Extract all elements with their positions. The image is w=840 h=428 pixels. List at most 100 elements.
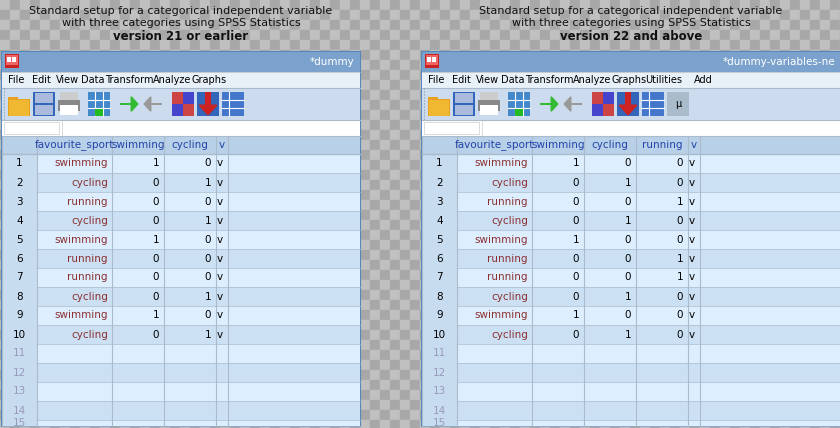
Bar — [350, 30, 360, 40]
Bar — [370, 410, 380, 420]
Bar — [800, 200, 810, 210]
Bar — [360, 320, 370, 330]
Bar — [260, 300, 270, 310]
Bar — [270, 370, 280, 380]
Bar — [190, 230, 200, 240]
Bar — [730, 40, 740, 50]
Bar — [220, 390, 230, 400]
Bar — [620, 170, 630, 180]
Bar — [330, 270, 340, 280]
Bar — [250, 110, 260, 120]
Bar — [140, 170, 150, 180]
Bar — [350, 310, 360, 320]
Bar — [700, 320, 710, 330]
Text: cycling: cycling — [491, 291, 528, 301]
Bar — [20, 10, 30, 20]
Bar — [310, 0, 320, 10]
Bar — [540, 400, 550, 410]
Bar — [140, 10, 150, 20]
Bar — [240, 150, 250, 160]
Bar — [140, 370, 150, 380]
Bar — [490, 180, 500, 190]
Bar — [670, 270, 680, 280]
Bar — [630, 230, 640, 240]
Bar — [810, 30, 820, 40]
Bar — [50, 40, 60, 50]
Bar — [780, 380, 790, 390]
Bar — [50, 220, 60, 230]
Bar — [180, 170, 190, 180]
Bar — [720, 180, 730, 190]
Bar — [820, 280, 830, 290]
Bar — [750, 80, 760, 90]
Bar — [650, 380, 660, 390]
Bar — [250, 390, 260, 400]
Bar — [40, 280, 50, 290]
Bar — [290, 150, 300, 160]
Bar — [360, 250, 370, 260]
Bar — [240, 320, 250, 330]
Bar — [580, 130, 590, 140]
Bar — [210, 250, 220, 260]
Bar — [70, 180, 80, 190]
Bar — [670, 110, 680, 120]
Bar — [680, 10, 690, 20]
Bar — [280, 130, 290, 140]
Bar — [820, 180, 830, 190]
Text: v: v — [691, 140, 697, 150]
Bar — [440, 190, 450, 200]
Bar — [0, 410, 10, 420]
Bar — [80, 300, 90, 310]
Text: 0: 0 — [676, 178, 683, 187]
Bar — [40, 150, 50, 160]
Bar — [130, 350, 140, 360]
Bar — [410, 410, 420, 420]
Bar — [720, 40, 730, 50]
Bar — [570, 310, 580, 320]
Bar — [422, 154, 840, 173]
Bar — [830, 310, 840, 320]
Bar — [540, 340, 550, 350]
Bar — [400, 280, 410, 290]
Bar — [40, 220, 50, 230]
Bar — [320, 190, 330, 200]
Bar — [100, 270, 110, 280]
Bar — [70, 340, 80, 350]
Bar — [510, 150, 520, 160]
Bar — [0, 100, 10, 110]
Bar — [210, 280, 220, 290]
Bar — [520, 260, 530, 270]
Bar — [490, 90, 500, 100]
Bar — [20, 390, 30, 400]
Bar — [290, 250, 300, 260]
Bar — [200, 40, 210, 50]
Bar — [630, 0, 640, 10]
Bar — [640, 270, 650, 280]
Bar — [70, 130, 80, 140]
Bar — [530, 300, 540, 310]
Bar — [830, 70, 840, 80]
Bar — [590, 120, 600, 130]
Bar — [420, 190, 430, 200]
Bar — [790, 190, 800, 200]
Bar — [800, 340, 810, 350]
Bar — [90, 70, 100, 80]
Bar — [100, 220, 110, 230]
Bar — [300, 360, 310, 370]
Bar — [270, 140, 280, 150]
Bar — [530, 290, 540, 300]
Bar — [620, 370, 630, 380]
Bar — [740, 80, 750, 90]
Bar — [20, 340, 30, 350]
Bar — [10, 50, 20, 60]
Bar — [240, 350, 250, 360]
Bar — [680, 50, 690, 60]
Bar — [410, 190, 420, 200]
Bar — [120, 260, 130, 270]
Bar — [620, 60, 630, 70]
Bar — [800, 420, 810, 428]
Bar — [410, 150, 420, 160]
Bar — [830, 180, 840, 190]
Bar — [10, 60, 20, 70]
Bar — [350, 190, 360, 200]
